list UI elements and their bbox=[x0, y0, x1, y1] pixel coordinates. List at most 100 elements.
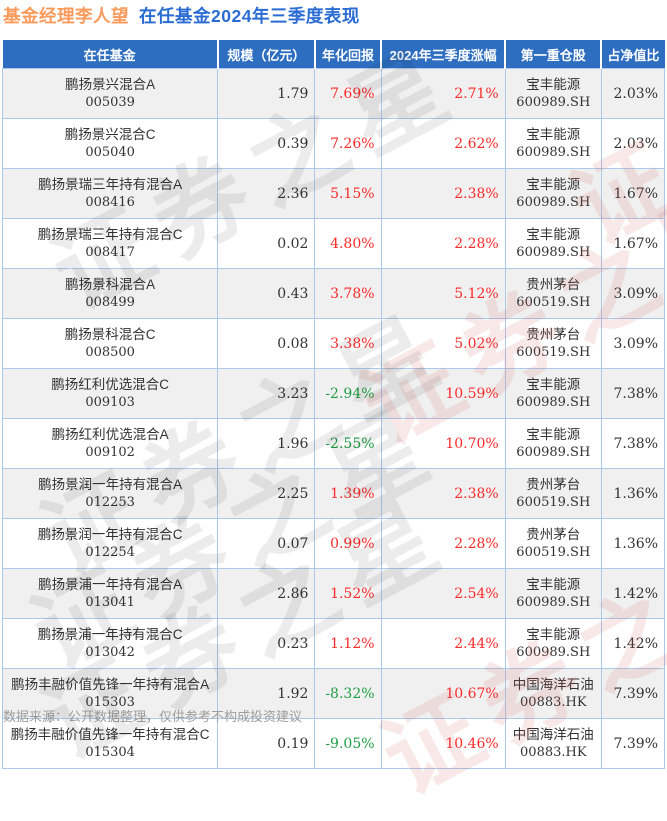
fund-scale: 2.86 bbox=[217, 568, 316, 619]
fund-cell: 鹏扬景浦一年持有混合A 013041 bbox=[1, 568, 219, 619]
top-holding-cell: 中国海洋石油 00883.HK bbox=[504, 718, 602, 769]
top-holding-name: 贵州茅台 bbox=[526, 526, 581, 542]
column-header-net-ratio: 占净值比 bbox=[601, 40, 665, 69]
table-row: 鹏扬景瑞三年持有混合C 008417 0.02 4.80% 2.28% 宝丰能源… bbox=[1, 218, 666, 269]
net-value-ratio: 3.09% bbox=[600, 268, 666, 319]
fund-code: 012254 bbox=[85, 544, 135, 560]
column-header-fund: 在任基金 bbox=[2, 40, 219, 69]
fund-code: 012253 bbox=[85, 494, 135, 510]
fund-name: 鹏扬红利优选混合C bbox=[51, 376, 170, 392]
top-holding-code: 600989.SH bbox=[516, 594, 591, 610]
top-holding-name: 宝丰能源 bbox=[526, 426, 581, 442]
fund-cell: 鹏扬景瑞三年持有混合A 008416 bbox=[1, 168, 219, 219]
page-title: 基金经理李人望 在任基金2024年三季度表现 bbox=[3, 3, 360, 28]
fund-scale: 0.43 bbox=[217, 268, 316, 319]
top-holding-name: 贵州茅台 bbox=[526, 326, 581, 342]
fund-name: 鹏扬景兴混合C bbox=[64, 126, 156, 142]
fund-cell: 鹏扬景润一年持有混合C 012254 bbox=[1, 518, 219, 569]
fund-code: 008500 bbox=[85, 344, 135, 360]
fund-code: 013042 bbox=[85, 644, 135, 660]
q3-change: 2.38% bbox=[380, 168, 506, 219]
table-row: 鹏扬红利优选混合A 009102 1.96 -2.55% 10.70% 宝丰能源… bbox=[1, 418, 666, 469]
fund-name: 鹏扬景瑞三年持有混合A bbox=[38, 176, 183, 192]
top-holding-code: 600519.SH bbox=[516, 294, 591, 310]
top-holding-cell: 中国海洋石油 00883.HK bbox=[504, 668, 602, 719]
fund-code: 008417 bbox=[85, 244, 135, 260]
annual-return: 0.99% bbox=[314, 518, 382, 569]
top-holding-name: 贵州茅台 bbox=[526, 276, 581, 292]
top-holding-cell: 宝丰能源 600989.SH bbox=[504, 218, 602, 269]
fund-scale: 3.23 bbox=[217, 368, 316, 419]
top-holding-cell: 宝丰能源 600989.SH bbox=[504, 168, 602, 219]
column-header-scale: 规模（亿元） bbox=[217, 40, 316, 69]
fund-cell: 鹏扬红利优选混合A 009102 bbox=[1, 418, 219, 469]
fund-scale: 0.02 bbox=[217, 218, 316, 269]
top-holding-name: 宝丰能源 bbox=[526, 76, 581, 92]
net-value-ratio: 1.42% bbox=[600, 618, 666, 669]
fund-scale: 0.23 bbox=[217, 618, 316, 669]
net-value-ratio: 7.39% bbox=[600, 668, 666, 719]
fund-cell: 鹏扬景兴混合A 005039 bbox=[1, 68, 219, 119]
q3-change: 10.70% bbox=[380, 418, 506, 469]
q3-change: 5.12% bbox=[380, 268, 506, 319]
fund-scale: 1.79 bbox=[217, 68, 316, 119]
top-holding-cell: 贵州茅台 600519.SH bbox=[504, 268, 602, 319]
table-header-row: 在任基金 规模（亿元） 年化回报 2024年三季度涨幅 第一重仓股 占净值比 bbox=[2, 40, 665, 69]
fund-scale: 1.96 bbox=[217, 418, 316, 469]
top-holding-code: 600989.SH bbox=[516, 244, 591, 260]
column-header-annual-return: 年化回报 bbox=[314, 40, 383, 69]
annual-return: -2.94% bbox=[314, 368, 382, 419]
column-header-top-holding: 第一重仓股 bbox=[505, 40, 603, 69]
fund-cell: 鹏扬景科混合A 008499 bbox=[1, 268, 219, 319]
fund-cell: 鹏扬景瑞三年持有混合C 008417 bbox=[1, 218, 219, 269]
fund-scale: 0.08 bbox=[217, 318, 316, 369]
fund-scale: 0.07 bbox=[217, 518, 316, 569]
q3-change: 2.28% bbox=[380, 218, 506, 269]
fund-cell: 鹏扬红利优选混合C 009103 bbox=[1, 368, 219, 419]
top-holding-name: 中国海洋石油 bbox=[512, 726, 594, 742]
top-holding-code: 600989.SH bbox=[516, 194, 591, 210]
fund-cell: 鹏扬景兴混合C 005040 bbox=[1, 118, 219, 169]
q3-change: 2.62% bbox=[380, 118, 506, 169]
top-holding-cell: 宝丰能源 600989.SH bbox=[504, 118, 602, 169]
annual-return: -8.32% bbox=[314, 668, 382, 719]
annual-return: 5.15% bbox=[314, 168, 382, 219]
net-value-ratio: 1.36% bbox=[600, 518, 666, 569]
top-holding-name: 宝丰能源 bbox=[526, 176, 581, 192]
table-row: 鹏扬红利优选混合C 009103 3.23 -2.94% 10.59% 宝丰能源… bbox=[1, 368, 666, 419]
fund-cell: 鹏扬景润一年持有混合A 012253 bbox=[1, 468, 219, 519]
fund-name: 鹏扬景科混合A bbox=[65, 276, 156, 292]
fund-code: 008499 bbox=[85, 294, 135, 310]
annual-return: -9.05% bbox=[314, 718, 382, 769]
table-header: 在任基金 规模（亿元） 年化回报 2024年三季度涨幅 第一重仓股 占净值比 bbox=[2, 40, 665, 69]
q3-change: 2.38% bbox=[380, 468, 506, 519]
fund-name: 鹏扬景浦一年持有混合C bbox=[37, 626, 183, 642]
annual-return: -2.55% bbox=[314, 418, 382, 469]
fund-cell: 鹏扬景科混合C 008500 bbox=[1, 318, 219, 369]
top-holding-code: 600519.SH bbox=[516, 494, 591, 510]
net-value-ratio: 3.09% bbox=[600, 318, 666, 369]
title-manager-name: 基金经理李人望 bbox=[3, 6, 129, 26]
top-holding-code: 600989.SH bbox=[516, 94, 591, 110]
top-holding-name: 宝丰能源 bbox=[526, 126, 581, 142]
fund-scale: 1.92 bbox=[217, 668, 316, 719]
fund-name: 鹏扬景浦一年持有混合A bbox=[38, 576, 183, 592]
fund-table-body: 鹏扬景兴混合A 005039 1.79 7.69% 2.71% 宝丰能源 600… bbox=[1, 68, 666, 769]
top-holding-code: 600519.SH bbox=[516, 544, 591, 560]
fund-name: 鹏扬景润一年持有混合A bbox=[38, 476, 183, 492]
annual-return: 3.38% bbox=[314, 318, 382, 369]
fund-code: 009102 bbox=[85, 444, 135, 460]
top-holding-code: 600989.SH bbox=[516, 444, 591, 460]
fund-name: 鹏扬景科混合C bbox=[64, 326, 156, 342]
net-value-ratio: 7.38% bbox=[600, 368, 666, 419]
q3-change: 2.54% bbox=[380, 568, 506, 619]
net-value-ratio: 7.39% bbox=[600, 718, 666, 769]
annual-return: 3.78% bbox=[314, 268, 382, 319]
net-value-ratio: 1.36% bbox=[600, 468, 666, 519]
top-holding-cell: 贵州茅台 600519.SH bbox=[504, 518, 602, 569]
net-value-ratio: 1.67% bbox=[600, 168, 666, 219]
table-row: 鹏扬景科混合A 008499 0.43 3.78% 5.12% 贵州茅台 600… bbox=[1, 268, 666, 319]
fund-name: 鹏扬丰融价值先锋一年持有混合A bbox=[11, 676, 210, 692]
annual-return: 4.80% bbox=[314, 218, 382, 269]
table-row: 鹏扬景润一年持有混合A 012253 2.25 1.39% 2.38% 贵州茅台… bbox=[1, 468, 666, 519]
